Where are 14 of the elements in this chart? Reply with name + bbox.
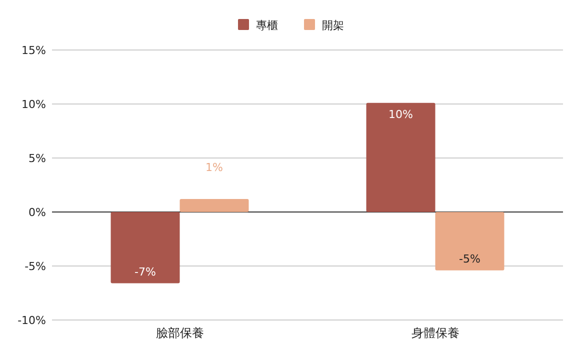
y-tick-label: 0% — [28, 206, 46, 219]
y-tick-label: 15% — [22, 44, 46, 57]
x-tick-label: 臉部保養 — [156, 326, 204, 340]
y-tick-label: 5% — [28, 152, 46, 165]
y-tick-label: -10% — [18, 314, 46, 327]
x-tick-label: 身體保養 — [411, 326, 460, 340]
data-label: 1% — [206, 161, 223, 174]
legend-label: 開架 — [322, 19, 344, 32]
y-tick-label: 10% — [22, 98, 46, 111]
data-label: -5% — [459, 252, 480, 266]
data-label: -7% — [134, 265, 156, 278]
data-label: 10% — [388, 108, 413, 121]
legend-label: 專櫃 — [256, 19, 278, 32]
y-tick-label: -5% — [24, 260, 46, 273]
